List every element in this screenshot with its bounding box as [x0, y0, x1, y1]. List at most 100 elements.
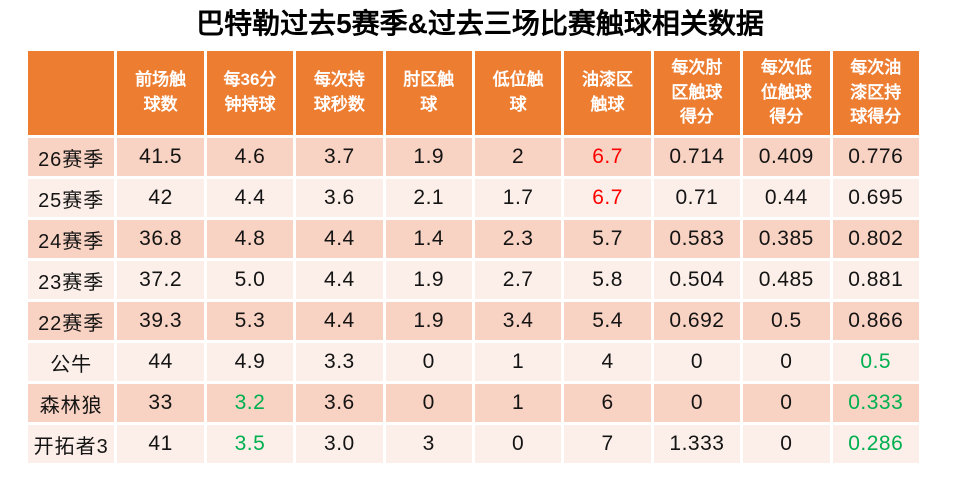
column-header-pts-per-post-touch: 每次低位触球得分: [740, 48, 833, 138]
data-cell: 0.692: [650, 299, 744, 343]
data-cell: 5.4: [561, 299, 654, 343]
row-label: 24赛季: [24, 217, 118, 261]
data-cell: 4: [561, 340, 654, 384]
data-cell: 0.776: [829, 135, 923, 179]
data-cell: 0.881: [829, 258, 923, 302]
data-cell: 7: [561, 422, 654, 466]
data-cell: 0: [382, 340, 475, 384]
header-row: 前场触球数 每36分钟持球 每次持球秒数 肘区触球 低位触球 油漆区触球 每次肘…: [24, 48, 923, 138]
data-cell: 2.3: [471, 217, 565, 261]
data-cell: 3.2: [203, 381, 297, 425]
data-cell: 3.5: [203, 422, 297, 466]
data-cell: 0: [740, 381, 833, 425]
data-cell: 41: [114, 422, 207, 466]
data-cell: 3: [382, 422, 475, 466]
data-cell: 0.695: [829, 176, 923, 220]
data-cell: 0: [740, 340, 833, 384]
table-row: 24赛季 36.8 4.8 4.4 1.4 2.3 5.7 0.583 0.38…: [24, 217, 923, 261]
data-cell: 5.0: [203, 258, 297, 302]
data-cell: 4.8: [203, 217, 297, 261]
data-cell: 4.6: [203, 135, 297, 179]
data-cell: 0.385: [740, 217, 833, 261]
data-cell: 1.9: [382, 135, 475, 179]
data-cell: 2.7: [471, 258, 565, 302]
data-cell: 0: [650, 381, 744, 425]
row-label: 森林狼: [24, 381, 118, 425]
column-header-poss-per-36: 每36分钟持球: [203, 48, 297, 138]
column-header-post-touches: 低位触球: [471, 48, 565, 138]
data-cell: 41.5: [114, 135, 207, 179]
table-row: 公牛 44 4.9 3.3 0 1 4 0 0 0.5: [24, 340, 923, 384]
data-cell: 0.5: [829, 340, 923, 384]
data-cell: 0.802: [829, 217, 923, 261]
data-cell: 0: [650, 340, 744, 384]
data-cell: 4.4: [293, 299, 386, 343]
data-cell: 0.44: [740, 176, 833, 220]
data-cell: 0.333: [829, 381, 923, 425]
data-cell: 4.4: [203, 176, 297, 220]
row-label: 公牛: [24, 340, 118, 384]
data-cell: 2.1: [382, 176, 475, 220]
row-label: 25赛季: [24, 176, 118, 220]
table-row: 开拓者3 41 3.5 3.0 3 0 7 1.333 0 0.286: [24, 422, 923, 466]
data-cell: 37.2: [114, 258, 207, 302]
data-cell: 0.866: [829, 299, 923, 343]
data-cell: 0.5: [740, 299, 833, 343]
data-cell: 42: [114, 176, 207, 220]
data-cell: 0.504: [650, 258, 744, 302]
data-cell: 0.714: [650, 135, 744, 179]
row-label: 开拓者3: [24, 422, 118, 466]
table-row: 25赛季 42 4.4 3.6 2.1 1.7 6.7 0.71 0.44 0.…: [24, 176, 923, 220]
data-cell: 1.7: [471, 176, 565, 220]
table-row: 26赛季 41.5 4.6 3.7 1.9 2 6.7 0.714 0.409 …: [24, 135, 923, 179]
table-row: 23赛季 37.2 5.0 4.4 1.9 2.7 5.8 0.504 0.48…: [24, 258, 923, 302]
column-header-elbow-touches: 肘区触球: [382, 48, 475, 138]
row-label: 26赛季: [24, 135, 118, 179]
data-cell: 0.583: [650, 217, 744, 261]
data-cell: 4.9: [203, 340, 297, 384]
data-cell: 1.333: [650, 422, 744, 466]
data-cell: 1.9: [382, 258, 475, 302]
column-header-paint-touches: 油漆区触球: [561, 48, 654, 138]
row-label: 23赛季: [24, 258, 118, 302]
data-cell: 0: [740, 422, 833, 466]
data-cell: 3.7: [293, 135, 386, 179]
data-cell: 3.3: [293, 340, 386, 384]
data-cell: 4.4: [293, 258, 386, 302]
data-cell: 0: [382, 381, 475, 425]
data-cell: 36.8: [114, 217, 207, 261]
data-cell: 0.71: [650, 176, 744, 220]
data-cell: 1: [471, 381, 565, 425]
data-cell: 3.6: [293, 381, 386, 425]
data-cell: 5.3: [203, 299, 297, 343]
data-cell: 0.286: [829, 422, 923, 466]
data-cell: 0: [471, 422, 565, 466]
page-title: 巴特勒过去5赛季&过去三场比赛触球相关数据: [196, 8, 764, 39]
data-cell: 1: [471, 340, 565, 384]
data-cell: 6.7: [561, 176, 654, 220]
column-header-seconds-per-touch: 每次持球秒数: [293, 48, 386, 138]
data-cell: 39.3: [114, 299, 207, 343]
data-cell: 1.4: [382, 217, 475, 261]
data-cell: 1.9: [382, 299, 475, 343]
row-label: 22赛季: [24, 299, 118, 343]
stats-table: 前场触球数 每36分钟持球 每次持球秒数 肘区触球 低位触球 油漆区触球 每次肘…: [24, 48, 923, 466]
data-cell: 2: [471, 135, 565, 179]
data-cell: 5.8: [561, 258, 654, 302]
data-cell: 0.485: [740, 258, 833, 302]
table-row: 森林狼 33 3.2 3.6 0 1 6 0 0 0.333: [24, 381, 923, 425]
data-cell: 3.6: [293, 176, 386, 220]
column-header-blank: [24, 48, 118, 138]
column-header-pts-per-elbow-touch: 每次肘区触球得分: [650, 48, 744, 138]
data-cell: 3.0: [293, 422, 386, 466]
data-cell: 44: [114, 340, 207, 384]
data-cell: 5.7: [561, 217, 654, 261]
data-cell: 33: [114, 381, 207, 425]
data-cell: 3.4: [471, 299, 565, 343]
data-cell: 6: [561, 381, 654, 425]
column-header-pts-per-paint-touch: 每次油漆区持球得分: [829, 48, 923, 138]
table-row: 22赛季 39.3 5.3 4.4 1.9 3.4 5.4 0.692 0.5 …: [24, 299, 923, 343]
data-cell: 6.7: [561, 135, 654, 179]
data-cell: 4.4: [293, 217, 386, 261]
data-cell: 0.409: [740, 135, 833, 179]
